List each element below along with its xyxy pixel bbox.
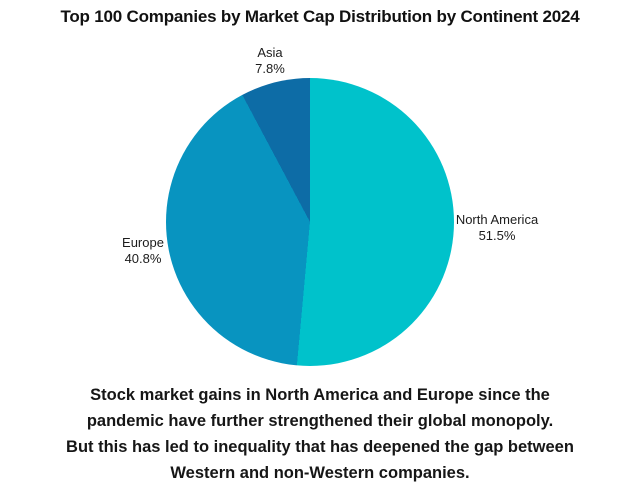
slice-label-europe-name: Europe	[122, 235, 164, 250]
chart-title: Top 100 Companies by Market Cap Distribu…	[60, 7, 580, 26]
slice-label-europe-percent: 40.8%	[124, 251, 162, 266]
pie	[166, 78, 454, 366]
slice-label-europe: Europe 40.8%	[95, 235, 191, 267]
chart-caption: Stock market gains in North America and …	[0, 382, 640, 486]
slice-label-asia-percent: 7.8%	[255, 61, 285, 76]
caption-line-3: But this has led to inequality that has …	[66, 438, 574, 456]
caption-line-2: pandemic have further strengthened their…	[86, 412, 554, 430]
slice-label-north-america-name: North America	[455, 212, 539, 227]
slice-label-north-america-percent: 51.5%	[478, 228, 516, 243]
slice-label-north-america: North America 51.5%	[432, 212, 562, 244]
slice-label-asia: Asia 7.8%	[222, 45, 318, 77]
caption-line-1: Stock market gains in North America and …	[90, 386, 550, 404]
caption-line-4: Western and non-Western companies.	[170, 464, 470, 482]
slice-label-asia-name: Asia	[257, 45, 283, 60]
